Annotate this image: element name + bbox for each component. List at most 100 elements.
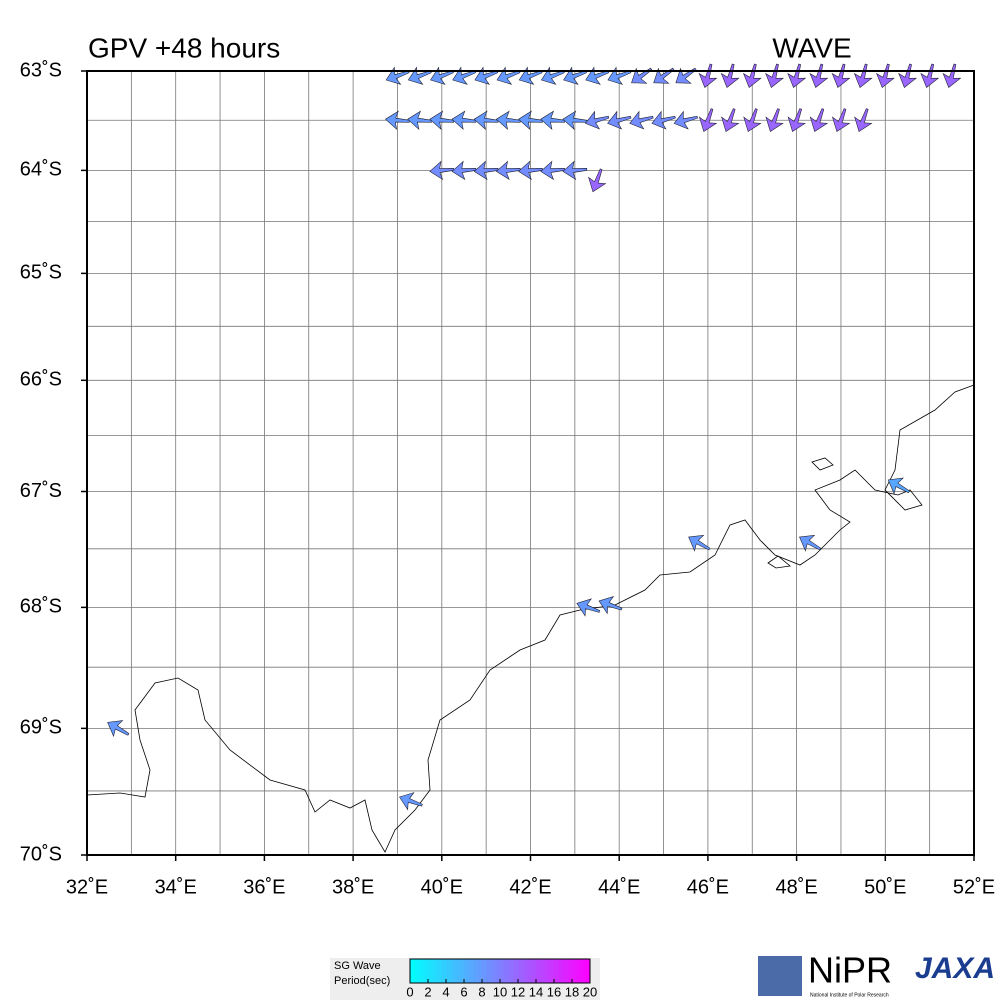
x-tick-label: 44˚E <box>598 876 640 898</box>
colorbar-subtitle: Period(sec) <box>334 975 390 987</box>
x-tick-label: 34˚E <box>155 876 197 898</box>
wave-arrow <box>898 63 918 88</box>
wave-arrow <box>787 63 807 88</box>
y-tick-label: 67˚S <box>20 480 62 502</box>
colorbar-swatch <box>585 959 591 983</box>
wave-arrow <box>495 160 521 181</box>
colorbar-swatch <box>572 959 577 983</box>
wave-arrow <box>720 63 740 88</box>
colorbar-swatch <box>513 959 519 983</box>
wave-arrow <box>473 110 499 131</box>
island <box>767 555 791 569</box>
colorbar-swatch <box>491 959 496 983</box>
colorbar-swatch <box>477 959 483 983</box>
colorbar-swatch <box>410 959 415 983</box>
colorbar-swatch <box>504 959 510 983</box>
wave-arrow <box>854 108 873 132</box>
colorbar-swatch <box>500 959 505 983</box>
wave-arrow <box>698 63 718 88</box>
wave-arrow <box>743 108 762 132</box>
colorbar-swatch <box>527 959 532 983</box>
wave-arrow <box>588 168 607 193</box>
y-tick-label: 68˚S <box>20 596 62 618</box>
y-tick-label: 64˚S <box>20 159 62 181</box>
colorbar-swatch <box>545 959 550 983</box>
wave-arrow <box>562 160 588 181</box>
wave-arrow <box>942 63 962 88</box>
axis-labels: 32˚E 34˚E 36˚E 38˚E 40˚E 42˚E 44˚E 46˚E 48˚E 50˚E… <box>20 59 995 898</box>
wave-arrow <box>809 63 829 88</box>
wave-arrow <box>540 160 566 181</box>
colorbar-swatch <box>414 959 420 983</box>
wave-arrow <box>920 63 940 88</box>
y-tick-label: 66˚S <box>20 369 62 391</box>
x-tick-label: 50˚E <box>864 876 906 898</box>
colorbar-swatch <box>482 959 487 983</box>
x-tick-label: 48˚E <box>775 876 817 898</box>
label: WAVE <box>772 32 851 63</box>
colorbar-swatch <box>522 959 528 983</box>
arrows <box>107 63 962 811</box>
colorbar-swatch <box>509 959 514 983</box>
colorbar-swatch <box>450 959 456 983</box>
wave-arrow <box>765 63 785 88</box>
colorbar-swatch <box>531 959 537 983</box>
wave-arrow <box>399 792 423 811</box>
wave-arrow <box>473 160 499 181</box>
x-tick-label: 52˚E <box>953 876 995 898</box>
colorbar-tick-label: 20 <box>583 984 597 999</box>
colorbar-swatch <box>549 959 555 983</box>
colorbar-swatch <box>536 959 541 983</box>
wave-arrow <box>429 110 455 131</box>
colorbar-swatch <box>558 959 564 983</box>
colorbar-tick-label: 0 <box>406 984 413 999</box>
wave-arrow <box>765 108 784 132</box>
y-tick-label: 70˚S <box>20 843 62 865</box>
wave-arrow <box>787 108 806 132</box>
colorbar-swatch <box>419 959 424 983</box>
colorbar-swatch <box>455 959 460 983</box>
nipr-logo: NiPR <box>808 950 892 991</box>
grid <box>87 71 974 855</box>
colorbar-swatch <box>581 959 586 983</box>
colorbar-swatch <box>473 959 478 983</box>
wave-arrow <box>584 110 610 130</box>
colorbar-tick-label: 6 <box>460 984 467 999</box>
wave-arrow <box>688 534 711 552</box>
jaxa-logo: JAXA <box>915 952 995 985</box>
colorbar-swatch <box>437 959 442 983</box>
x-tick-label: 42˚E <box>509 876 551 898</box>
title: GPV +48 hours <box>88 32 280 63</box>
wave-arrow <box>451 160 477 181</box>
wave-arrow <box>451 110 477 131</box>
y-tick-label: 65˚S <box>20 262 62 284</box>
colorbar-swatch <box>468 959 474 983</box>
x-tick-label: 40˚E <box>421 876 463 898</box>
wave-arrow <box>651 110 676 130</box>
y-tick-label: 69˚S <box>20 717 62 739</box>
wave-arrow <box>518 110 543 131</box>
wave-arrow <box>518 160 543 181</box>
colorbar-swatch <box>486 959 492 983</box>
coastline <box>86 384 975 853</box>
colorbar-tick-label: 2 <box>424 984 431 999</box>
wave-arrow <box>721 108 740 132</box>
y-tick-label: 63˚S <box>20 59 62 81</box>
x-tick-label: 38˚E <box>332 876 374 898</box>
wave-arrow <box>809 108 829 132</box>
wave-arrow <box>107 720 130 738</box>
wave-arrow <box>429 160 455 181</box>
wave-arrow <box>607 110 632 130</box>
wave-arrow <box>799 534 822 552</box>
colorbar-swatch <box>563 959 568 983</box>
wave-arrow <box>698 108 718 132</box>
wave-arrow <box>831 63 851 88</box>
wave-arrow <box>576 598 601 617</box>
colorbar-swatch <box>576 959 582 983</box>
x-tick-label: 36˚E <box>243 876 285 898</box>
colorbar-tick-label: 12 <box>511 984 525 999</box>
colorbar-swatch <box>423 959 429 983</box>
colorbar-tick-label: 4 <box>442 984 449 999</box>
colorbar-swatch <box>428 959 433 983</box>
